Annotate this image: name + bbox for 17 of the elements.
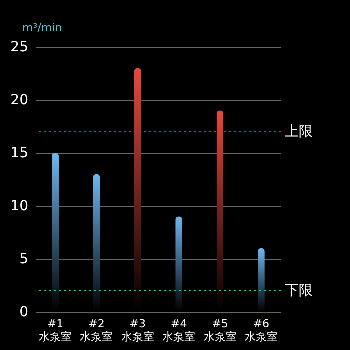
x-tick-label: #2 水泵室 bbox=[80, 318, 114, 344]
x-tick-label: #4 水泵室 bbox=[162, 318, 196, 344]
bar bbox=[258, 248, 265, 312]
y-tick-label: 25 bbox=[10, 40, 28, 56]
ref-line-label: 下限 bbox=[285, 282, 313, 299]
y-tick-label: 0 bbox=[20, 304, 28, 320]
y-tick-label: 15 bbox=[10, 146, 28, 162]
y-axis-title: m³/min bbox=[22, 22, 62, 34]
x-tick-label: #6 水泵室 bbox=[244, 318, 278, 344]
x-tick-label: #1 水泵室 bbox=[39, 318, 72, 344]
ref-line-label: 上限 bbox=[285, 124, 313, 140]
y-tick-label: 20 bbox=[10, 92, 28, 108]
y-tick-label: 5 bbox=[20, 252, 28, 268]
x-tick-label: #3 水泵室 bbox=[121, 318, 154, 344]
y-tick-label: 10 bbox=[10, 198, 28, 214]
x-tick-label: #5 水泵室 bbox=[204, 318, 237, 344]
bar bbox=[176, 216, 183, 312]
